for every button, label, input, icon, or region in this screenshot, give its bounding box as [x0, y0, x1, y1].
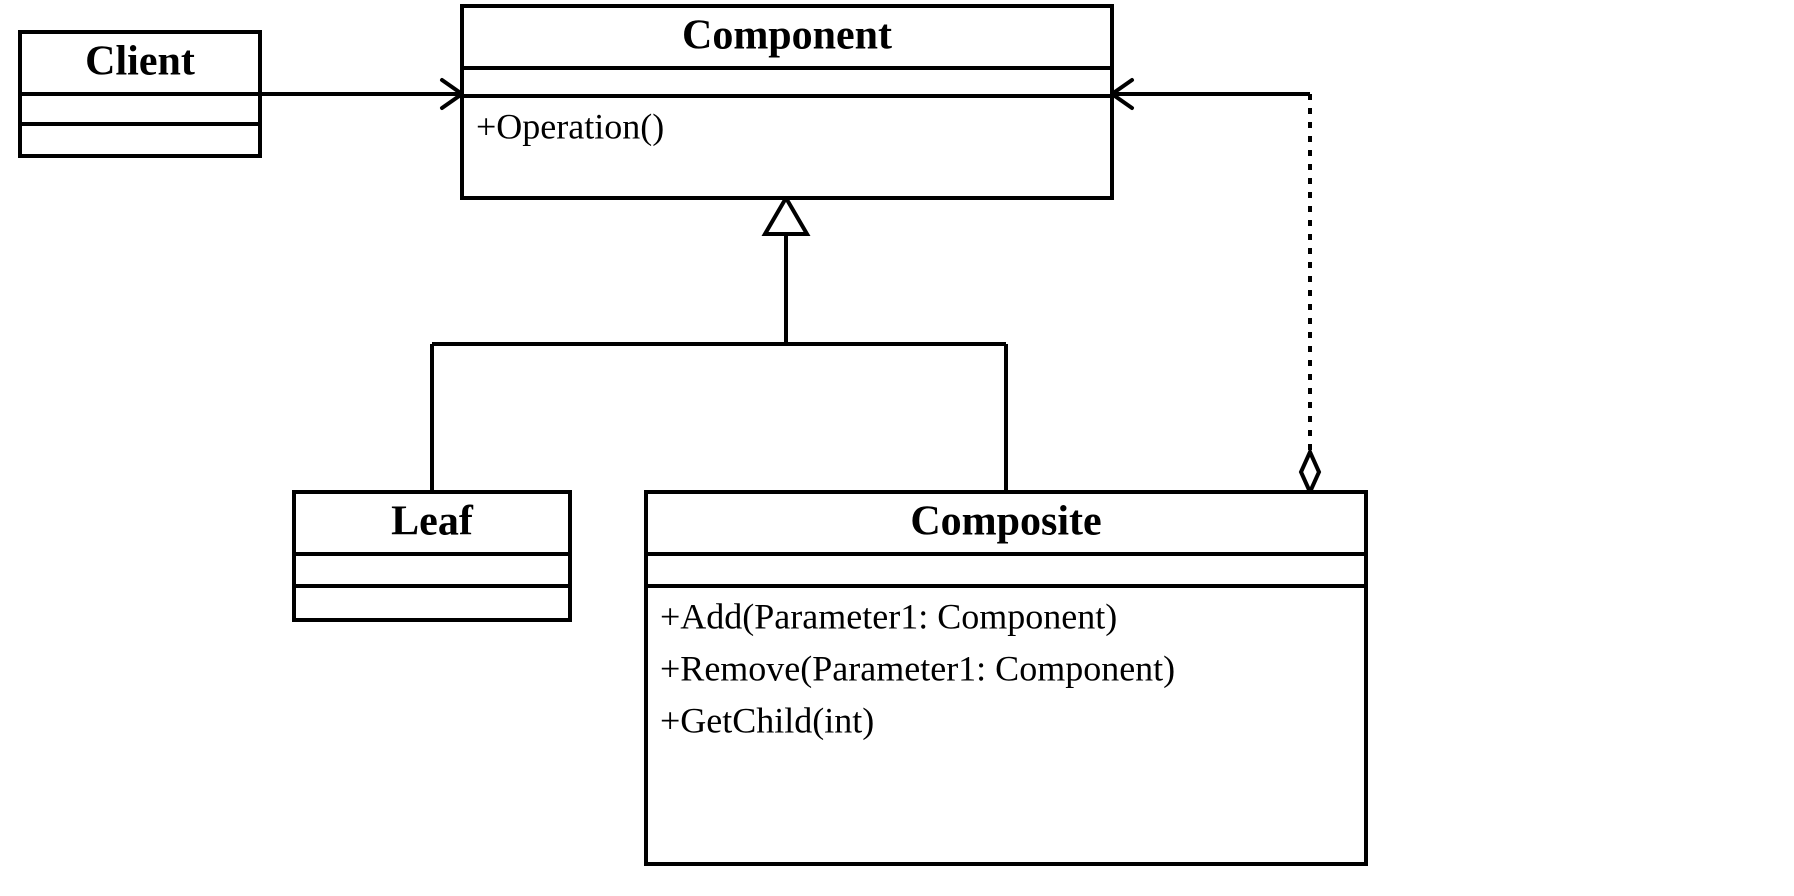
class-leaf: Leaf: [294, 492, 570, 620]
class-operation: +Add(Parameter1: Component): [660, 596, 1117, 636]
class-client: Client: [20, 32, 260, 156]
class-composite: Composite +Add(Parameter1: Component) +Rem…: [646, 492, 1366, 864]
class-name: Component: [682, 13, 892, 59]
class-name: Leaf: [391, 499, 474, 545]
class-name: Client: [85, 39, 195, 85]
class-name: Composite: [910, 499, 1101, 545]
class-operation: +GetChild(int): [660, 700, 874, 740]
class-component: Component +Operation(): [462, 6, 1112, 198]
class-operation: +Operation(): [476, 106, 664, 146]
uml-diagram: Client Component +Operation() Leaf Composite…: [0, 0, 1794, 896]
class-operation: +Remove(Parameter1: Component): [660, 648, 1175, 688]
